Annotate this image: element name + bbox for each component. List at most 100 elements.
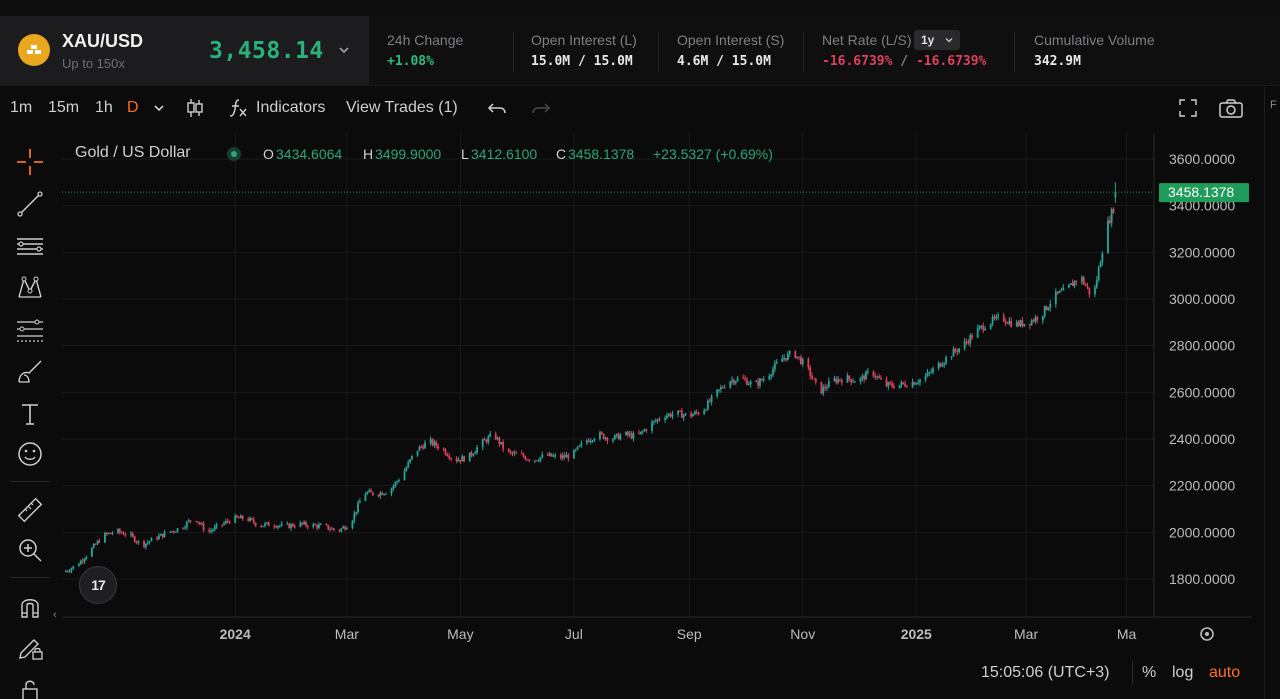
candle-body — [303, 522, 305, 525]
candle-body — [593, 438, 596, 441]
candle-body — [208, 530, 211, 532]
horizontal-lines-icon[interactable] — [15, 231, 45, 261]
auto-scale-toggle[interactable]: auto — [1209, 664, 1241, 681]
candle-body — [692, 414, 694, 417]
view-trades-button[interactable]: View Trades (1) — [346, 99, 458, 116]
timezone-clock[interactable]: 15:05:06 (UTC+3) — [981, 664, 1110, 681]
candle-body — [485, 439, 488, 443]
candle-body — [171, 531, 173, 533]
drawing-lock-icon[interactable] — [15, 633, 45, 663]
candle-body — [586, 440, 588, 444]
settings-gear-icon — [1205, 632, 1209, 636]
candle-body — [496, 437, 499, 440]
fx-icon[interactable] — [227, 97, 249, 119]
candle-body — [251, 517, 253, 520]
candle-body — [1023, 323, 1026, 327]
candle-body — [202, 523, 205, 531]
candle-body — [252, 519, 255, 523]
trend-line-icon[interactable] — [15, 189, 45, 219]
interval-1h[interactable]: 1h — [95, 99, 113, 116]
net-rate-period-dropdown[interactable]: 1y — [914, 30, 960, 50]
undo-icon[interactable] — [486, 97, 508, 119]
candle-body — [1036, 317, 1039, 321]
brush-icon[interactable] — [15, 357, 45, 387]
candle-body — [329, 529, 332, 531]
candle-body — [379, 492, 382, 497]
price-chart[interactable]: 1800.0000 2000.0000 2200.0000 2400.0000 2600… — [62, 133, 1262, 653]
crosshair-icon[interactable] — [15, 147, 45, 177]
candle-body — [839, 379, 841, 381]
candle-body — [1086, 285, 1089, 288]
interval-d[interactable]: D — [127, 99, 139, 116]
interval-15m[interactable]: 15m — [48, 99, 80, 116]
candle-body — [591, 440, 594, 442]
indicators-button[interactable]: Indicators — [256, 99, 326, 116]
y-tick-label: 2200.0000 — [1169, 478, 1235, 494]
ruler-icon[interactable] — [15, 495, 45, 525]
candle-body — [463, 456, 465, 462]
interval-1m[interactable]: 1m — [10, 99, 33, 116]
candle-body — [383, 494, 385, 496]
candle-body — [891, 383, 893, 387]
divider — [513, 32, 514, 72]
candle-body — [863, 375, 866, 380]
candle-body — [368, 490, 371, 493]
tradingview-logo[interactable]: 17 — [79, 566, 117, 604]
candle-body — [1099, 262, 1102, 268]
candle-body — [617, 433, 620, 440]
candle-body — [247, 518, 250, 521]
collapse-toolbar-icon[interactable]: ‹ — [53, 609, 57, 621]
chevron-down-icon[interactable] — [149, 100, 169, 116]
candle-body — [967, 341, 970, 344]
candle-body — [760, 378, 763, 381]
candle-body — [238, 517, 240, 519]
candle-body — [1069, 283, 1072, 285]
pattern-icon[interactable] — [15, 273, 45, 303]
log-scale-toggle[interactable]: log — [1172, 664, 1194, 681]
candlestick-chart[interactable]: 1800.0000 2000.0000 2200.0000 2400.0000 2600… — [62, 133, 1262, 653]
net-rate-sep: / — [900, 54, 909, 69]
candle-body — [120, 532, 123, 534]
last-price: 3,458.14 — [209, 38, 324, 64]
candle-body — [980, 325, 983, 327]
candle-body — [703, 410, 706, 415]
symbol-selector[interactable]: XAU/USD Up to 150x 3,458.14 — [0, 16, 369, 86]
candle-body — [677, 410, 679, 415]
candle-body — [954, 348, 957, 352]
fullscreen-icon[interactable] — [1177, 97, 1199, 119]
divider — [10, 481, 50, 482]
candle-body — [641, 431, 644, 433]
candle-body — [122, 532, 125, 535]
y-tick-label: 1800.0000 — [1169, 571, 1235, 587]
redo-icon[interactable] — [530, 97, 552, 119]
right-side-panel: F — [1264, 87, 1280, 699]
text-icon[interactable] — [15, 399, 45, 429]
divider — [10, 577, 50, 578]
chevron-down-icon[interactable] — [337, 43, 351, 57]
candle-body — [305, 522, 307, 526]
candle-body — [991, 317, 994, 324]
candle-body — [461, 456, 464, 462]
candles-icon[interactable] — [184, 97, 206, 119]
magnet-icon[interactable] — [15, 591, 45, 621]
x-tick-label: Mar — [1014, 626, 1038, 642]
candle-body — [239, 515, 242, 519]
candle-body — [651, 422, 653, 431]
candle-body — [546, 454, 549, 456]
percent-scale-toggle[interactable]: % — [1142, 664, 1157, 681]
candle-body — [539, 457, 542, 461]
candle-body — [814, 378, 817, 382]
price-tag — [1159, 183, 1249, 203]
zoom-in-icon[interactable] — [15, 535, 45, 565]
candle-body — [398, 480, 400, 482]
candle-body — [993, 317, 996, 319]
fib-retracement-icon[interactable] — [15, 315, 45, 345]
open-value: 3434.6064 — [276, 146, 343, 162]
candle-body — [148, 541, 151, 543]
camera-icon[interactable] — [1218, 97, 1244, 119]
candle-body — [195, 520, 198, 522]
candle-body — [293, 526, 296, 528]
emoji-icon[interactable] — [15, 439, 45, 469]
lock-icon[interactable] — [15, 675, 45, 699]
candle-body — [211, 529, 214, 531]
